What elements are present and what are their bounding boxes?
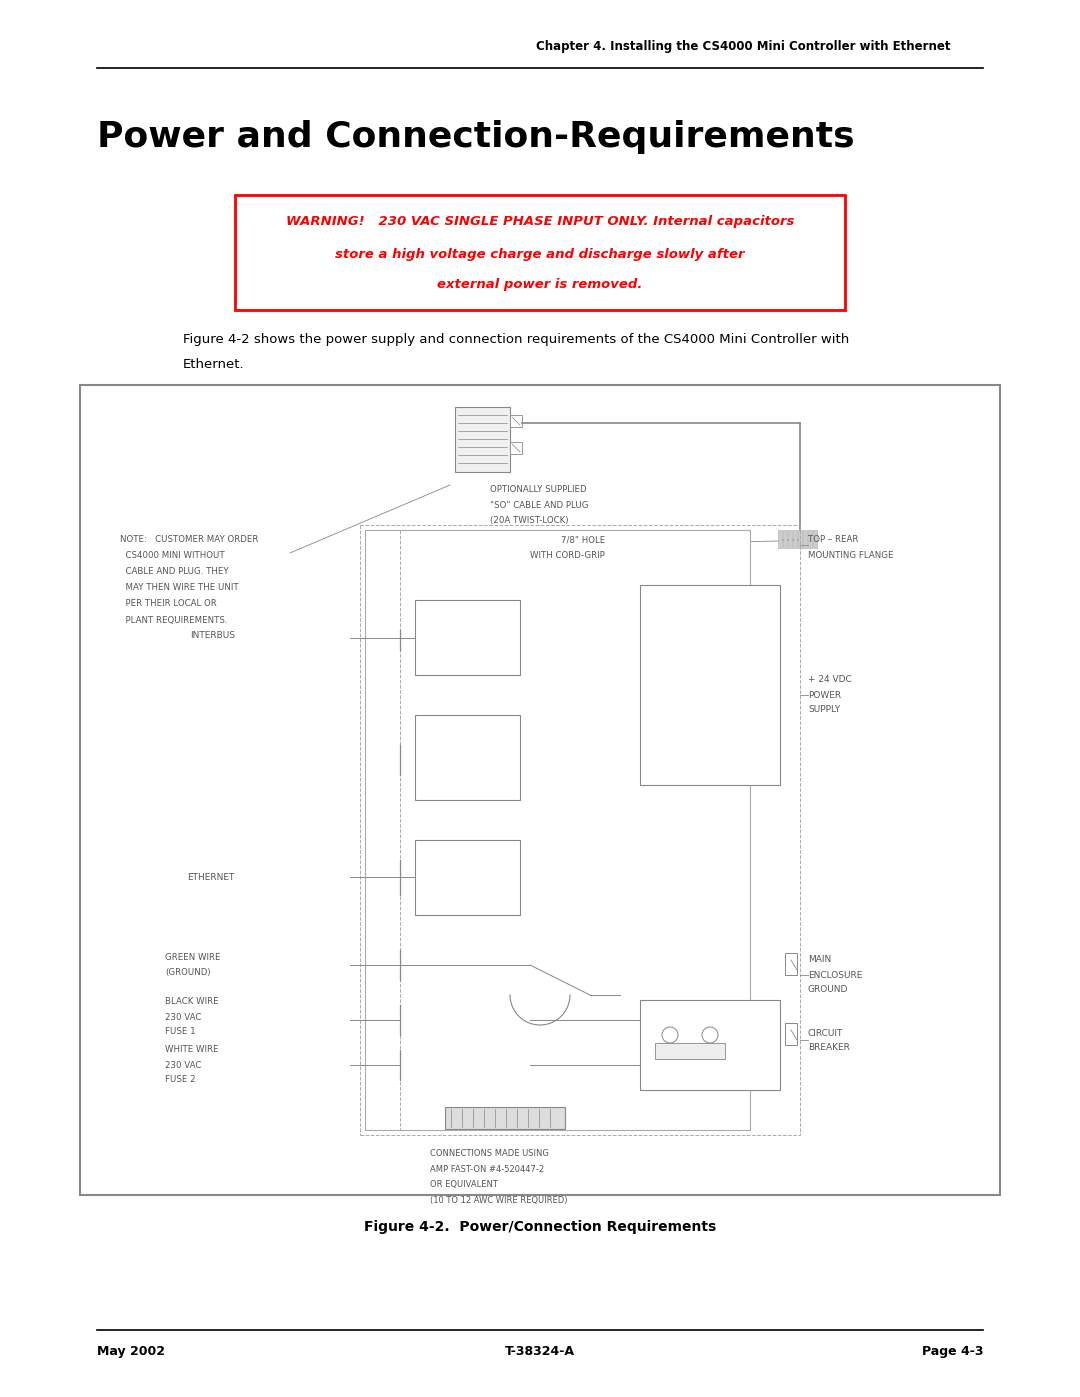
Text: PLANT REQUIREMENTS.: PLANT REQUIREMENTS.	[120, 616, 228, 624]
Text: May 2002: May 2002	[97, 1345, 165, 1358]
Text: CIRCUIT: CIRCUIT	[808, 1028, 843, 1038]
Text: OR EQUIVALENT: OR EQUIVALENT	[430, 1180, 498, 1189]
Text: MOUNTING FLANGE: MOUNTING FLANGE	[808, 550, 893, 560]
Bar	[785, 1023, 797, 1045]
Text: Chapter 4. Installing the CS4000 Mini Controller with Ethernet: Chapter 4. Installing the CS4000 Mini Co…	[536, 41, 950, 53]
Bar	[798, 529, 802, 548]
Text: Page 4-3: Page 4-3	[921, 1345, 983, 1358]
Text: CONNECTIONS MADE USING: CONNECTIONS MADE USING	[430, 1148, 549, 1158]
Bar	[415, 599, 519, 675]
Text: ETHERNET: ETHERNET	[188, 873, 235, 882]
Text: MAY THEN WIRE THE UNIT: MAY THEN WIRE THE UNIT	[120, 584, 239, 592]
Bar	[235, 196, 845, 310]
Text: TOP – REAR: TOP – REAR	[808, 535, 859, 545]
Bar	[788, 529, 792, 548]
Text: CABLE AND PLUG. THEY: CABLE AND PLUG. THEY	[120, 567, 229, 577]
Bar	[808, 529, 812, 548]
Text: PER THEIR LOCAL OR: PER THEIR LOCAL OR	[120, 599, 217, 609]
Text: WHITE WIRE: WHITE WIRE	[165, 1045, 218, 1055]
Text: "SO" CABLE AND PLUG: "SO" CABLE AND PLUG	[490, 500, 589, 510]
Text: Figure 4-2.  Power/Connection Requirements: Figure 4-2. Power/Connection Requirement…	[364, 1220, 716, 1234]
Bar	[804, 529, 807, 548]
Text: store a high voltage charge and discharge slowly after: store a high voltage charge and discharg…	[335, 249, 745, 261]
Text: OPTIONALLY SUPPLIED: OPTIONALLY SUPPLIED	[490, 486, 586, 495]
Bar	[415, 715, 519, 800]
Text: 230 VAC: 230 VAC	[165, 1013, 201, 1021]
Bar	[654, 1044, 725, 1059]
Text: Power and Connection-Requirements: Power and Connection-Requirements	[97, 120, 854, 154]
Text: INTERBUS: INTERBUS	[190, 630, 235, 640]
Bar	[445, 1106, 565, 1129]
Text: Figure 4-2 shows the power supply and connection requirements of the CS4000 Mini: Figure 4-2 shows the power supply and co…	[183, 332, 849, 346]
Text: Ethernet.: Ethernet.	[183, 358, 245, 372]
Text: (10 TO 12 AWC WIRE REQUIRED): (10 TO 12 AWC WIRE REQUIRED)	[430, 1196, 567, 1206]
Text: ENCLOSURE: ENCLOSURE	[808, 971, 862, 979]
Bar	[785, 953, 797, 975]
Text: WARNING!   230 VAC SINGLE PHASE INPUT ONLY. Internal capacitors: WARNING! 230 VAC SINGLE PHASE INPUT ONLY…	[286, 215, 794, 228]
Bar	[365, 529, 750, 1130]
Text: WITH CORD-GRIP: WITH CORD-GRIP	[530, 550, 605, 560]
Text: (GROUND): (GROUND)	[165, 968, 211, 977]
Text: 230 VAC: 230 VAC	[165, 1060, 201, 1070]
Text: 7/8" HOLE: 7/8" HOLE	[561, 535, 605, 545]
Text: external power is removed.: external power is removed.	[437, 278, 643, 291]
Bar	[510, 441, 522, 454]
Text: NOTE:   CUSTOMER MAY ORDER: NOTE: CUSTOMER MAY ORDER	[120, 535, 258, 545]
Text: GREEN WIRE: GREEN WIRE	[165, 953, 220, 961]
Text: (20A TWIST-LOCK): (20A TWIST-LOCK)	[490, 515, 568, 524]
Text: FUSE 2: FUSE 2	[165, 1076, 195, 1084]
Text: MAIN: MAIN	[808, 956, 832, 964]
Text: POWER: POWER	[808, 690, 841, 700]
Bar	[80, 386, 1000, 1194]
Bar	[510, 415, 522, 427]
Text: CS4000 MINI WITHOUT: CS4000 MINI WITHOUT	[120, 552, 225, 560]
Bar	[778, 529, 782, 548]
Text: + 24 VDC: + 24 VDC	[808, 676, 852, 685]
Text: BREAKER: BREAKER	[808, 1044, 850, 1052]
Bar	[783, 529, 787, 548]
Bar	[415, 840, 519, 915]
Bar	[793, 529, 797, 548]
Text: BLACK WIRE: BLACK WIRE	[165, 997, 218, 1006]
Bar	[640, 585, 780, 785]
Text: GROUND: GROUND	[808, 985, 849, 995]
Text: SUPPLY: SUPPLY	[808, 705, 840, 714]
Text: AMP FAST-ON #4-520447-2: AMP FAST-ON #4-520447-2	[430, 1165, 544, 1175]
Bar	[813, 529, 816, 548]
Bar	[455, 407, 510, 472]
Bar	[640, 1000, 780, 1090]
Text: T-38324-A: T-38324-A	[505, 1345, 575, 1358]
Text: FUSE 1: FUSE 1	[165, 1028, 195, 1037]
